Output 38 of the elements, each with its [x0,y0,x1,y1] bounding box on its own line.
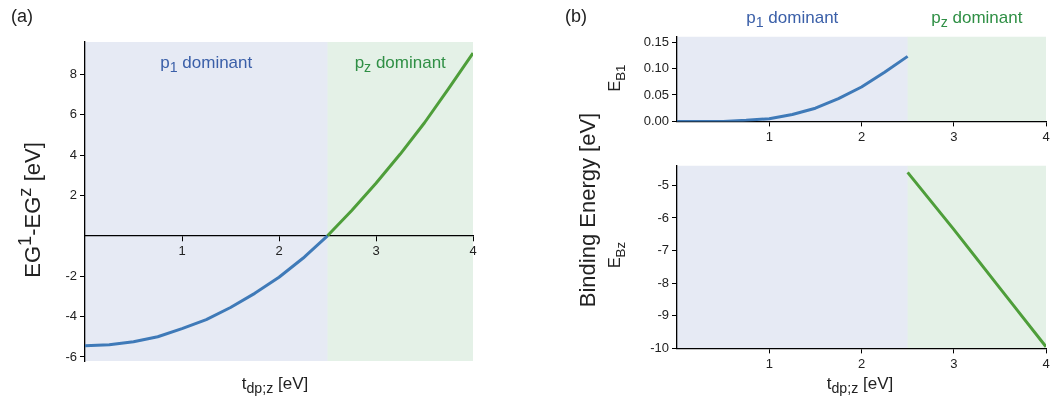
band-label: p$_{z}$ dominant [354,52,446,76]
y-tick-label: -9 [657,307,669,323]
x-tick-label: 2 [275,243,283,259]
y-tick-label: -6 [65,348,77,364]
y-tick-label: 4 [69,146,77,162]
y-tick-label: -2 [65,267,77,283]
x-tick-label: 3 [950,128,958,144]
y-tick-label: 2 [69,187,77,203]
text: (b) [565,5,587,27]
y-tick-label: 0.00 [643,112,669,128]
x-tick-label: 2 [857,128,866,144]
band-label: p$_{1}$ dominant [160,52,253,76]
text: (a) [11,5,33,27]
band-label: p$_{1}$ dominant [746,7,839,30]
y-tick-label: 0.15 [643,33,669,49]
text: Binding Energy [eV] [575,112,601,308]
x-tick-label: 4 [469,243,477,259]
y-tick-label: -5 [657,176,669,192]
y-tick-label: -6 [657,209,669,225]
y-tick-label: 0.05 [643,86,669,102]
x-tick-label: 1 [765,355,773,371]
x-tick-label: 4 [1042,128,1050,144]
y-tick-label: -7 [657,242,669,258]
y-tick-label: 0.10 [643,60,669,76]
x-tick-label: 2 [857,355,866,371]
y-tick-label: -8 [657,274,669,290]
y-tick-label: 8 [69,65,77,81]
x-tick-label: 3 [950,355,958,371]
x-axis-title: t$_{dp;z}$ [eV] [241,373,309,397]
x-tick-label: 4 [1042,355,1050,371]
y-tick-label: -4 [65,308,77,324]
band-label: p$_{z}$ dominant [931,7,1023,30]
x-tick-label: 1 [765,128,773,144]
x-tick-label: 1 [178,243,186,259]
y-tick-label: -10 [650,339,669,355]
y-tick-label: 6 [69,106,77,122]
x-tick-label: 3 [372,243,380,259]
x-axis-title: t$_{dp;z}$ [eV] [826,373,894,397]
